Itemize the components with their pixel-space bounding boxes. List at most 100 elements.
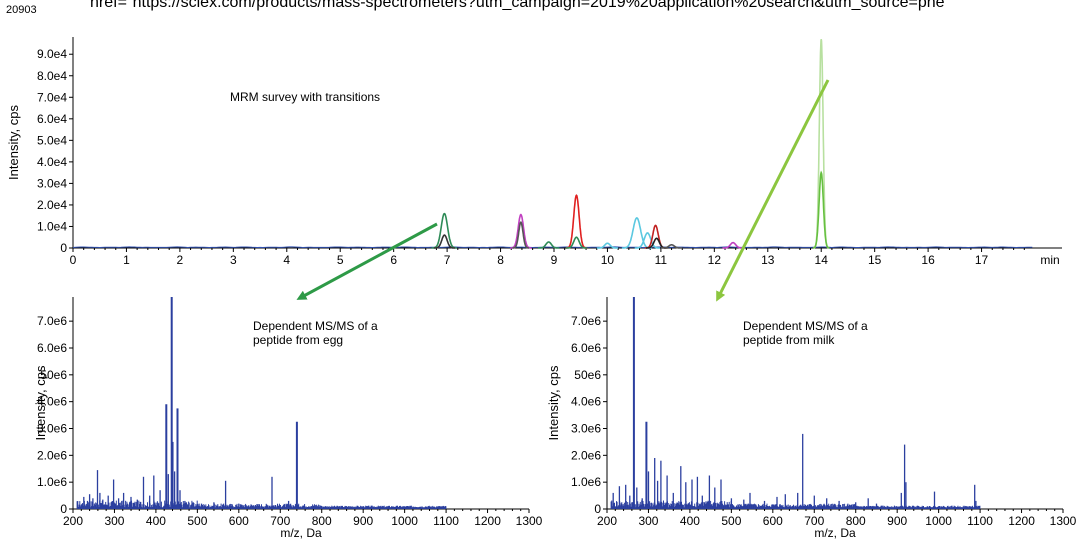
- chromatogram-peak: [596, 242, 619, 249]
- x-tick-label: 1200: [1008, 514, 1035, 528]
- x-tick-label: 300: [104, 514, 124, 528]
- x-tick-label: 700: [270, 514, 290, 528]
- x-tick-label: 800: [312, 514, 332, 528]
- x-tick-label: 2: [177, 253, 184, 267]
- x-tick-label: 9: [551, 253, 558, 267]
- y-tick-label: 2.0e4: [37, 198, 67, 212]
- x-tick-label: 900: [353, 514, 373, 528]
- callout-arrows: [296, 79, 830, 302]
- y-tick-label: 4.0e4: [37, 155, 67, 169]
- y-tick-label: 3.0e4: [37, 176, 67, 190]
- y-tick-label: 50e6: [574, 368, 601, 382]
- x-tick-label: 1000: [925, 514, 952, 528]
- x-tick-label: 14: [815, 253, 829, 267]
- x-tick-label: 200: [63, 514, 83, 528]
- x-tick-label: 1200: [474, 514, 501, 528]
- x-tick-label: 3: [230, 253, 237, 267]
- x-tick-label: 1000: [391, 514, 418, 528]
- y-tick-label: 2.0e6: [571, 448, 601, 462]
- spectrum-annotation-line: peptide from egg: [253, 333, 343, 347]
- y-axis-label: Intensity, cps: [33, 365, 48, 440]
- x-tick-label: 6: [390, 253, 397, 267]
- x-tick-label: 200: [597, 514, 617, 528]
- x-tick-label: 600: [229, 514, 249, 528]
- y-tick-label: 6.0e4: [37, 112, 67, 126]
- spectrum-annotation-line: Dependent MS/MS of a: [253, 319, 378, 333]
- y-tick-label: 1.0e6: [571, 475, 601, 489]
- x-tick-label: 900: [887, 514, 907, 528]
- chromatogram-peak: [722, 241, 744, 249]
- x-tick-label: 1100: [967, 514, 993, 528]
- chromatogram-peak: [433, 234, 456, 249]
- x-tick-label: 11: [655, 253, 668, 267]
- x-tick-label: 0: [70, 253, 77, 267]
- x-tick-label: 16: [921, 253, 935, 267]
- x-tick-label: 15: [868, 253, 882, 267]
- chromatogram-peak: [510, 213, 532, 249]
- milk-msms-spectrum-chart: 0 1.0e6 2.0e6 3.0e6 4.0e6 50e6 6.0e6 7.0e6 200 30…: [546, 297, 1077, 540]
- figure-id-label: 20903: [6, 4, 37, 16]
- x-tick-label: 600: [763, 514, 783, 528]
- y-tick-label: 9.0e4: [37, 47, 67, 61]
- x-tick-label: 5: [337, 253, 344, 267]
- arrow-to-egg-spectrum: [296, 222, 438, 300]
- url-text-fragment: href="https://sciex.com/products/mass-sp…: [90, 0, 945, 11]
- x-tick-label: 7: [444, 253, 451, 267]
- x-tick-label: 400: [680, 514, 700, 528]
- x-tick-label: 17: [975, 253, 989, 267]
- y-tick-label: 50e6: [40, 368, 67, 382]
- y-axis-label: Intensity, cps: [546, 365, 561, 440]
- y-tick-label: 7.0e6: [37, 314, 67, 328]
- chromatogram-peak: [538, 241, 560, 249]
- chromatogram-peak: [812, 170, 830, 249]
- x-tick-label: 1300: [1050, 514, 1077, 528]
- chart-annotation: MRM survey with transitions: [230, 90, 380, 104]
- spectrum-annotation-line: Dependent MS/MS of a: [743, 319, 868, 333]
- y-tick-label: 8.0e4: [37, 69, 67, 83]
- y-tick-label: 6.0e6: [571, 341, 601, 355]
- spectrum-annotation-line: peptide from milk: [743, 333, 835, 347]
- x-tick-label: 1300: [516, 514, 543, 528]
- y-tick-label: 0: [60, 502, 67, 516]
- baseline-trace: [72, 246, 1033, 249]
- x-tick-label: 1100: [433, 514, 459, 528]
- chromatogram-peak: [512, 221, 530, 249]
- y-tick-label: 7.0e4: [37, 90, 67, 104]
- x-tick-label: 400: [146, 514, 166, 528]
- chromatogram-peak: [431, 212, 457, 249]
- x-tick-label: 8: [497, 253, 504, 267]
- y-tick-label: 7.0e6: [571, 314, 601, 328]
- chromatogram-peak: [565, 194, 588, 249]
- y-tick-label: 2.0e6: [37, 448, 67, 462]
- x-tick-label: 700: [804, 514, 824, 528]
- x-tick-label: 500: [721, 514, 741, 528]
- mrm-chromatogram-chart: 0 1.0e4 2.0e4 3.0e4 4.0e4 5.0e4 6.0e4 7.0e4 8.0e…: [6, 37, 1062, 267]
- y-tick-label: 0: [60, 241, 67, 255]
- y-tick-label: 1.0e6: [37, 475, 67, 489]
- x-axis-label: m/z, Da: [814, 526, 856, 540]
- x-tick-label: 1: [123, 253, 130, 267]
- y-tick-label: 4.0e6: [37, 395, 67, 409]
- y-tick-label: 6.0e6: [37, 341, 67, 355]
- y-axis-label: Intensity, cps: [6, 105, 21, 180]
- y-tick-label: 3.0e6: [37, 421, 67, 435]
- chromatogram-peak: [644, 224, 667, 249]
- x-tick-label: 4: [283, 253, 290, 267]
- y-tick-label: 0: [594, 502, 601, 516]
- x-tick-label: 12: [708, 253, 722, 267]
- egg-msms-spectrum-chart: 0 1.0e6 2.0e6 3.0e6 4.0e6 50e6 6.0e6 7.0e6 200 30…: [33, 297, 543, 540]
- x-tick-label: 300: [638, 514, 658, 528]
- x-tick-label: 800: [846, 514, 866, 528]
- y-tick-label: 4.0e6: [571, 395, 601, 409]
- chromatogram-peak: [813, 39, 829, 249]
- arrow-to-milk-spectrum: [716, 79, 830, 302]
- y-tick-label: 1.0e4: [37, 219, 67, 233]
- x-tick-label: 10: [601, 253, 615, 267]
- chromatogram-peak: [660, 244, 683, 249]
- y-tick-label: 5.0e4: [37, 133, 67, 147]
- x-tick-label: 13: [761, 253, 775, 267]
- x-unit-label: min: [1040, 253, 1059, 267]
- x-tick-label: 500: [187, 514, 207, 528]
